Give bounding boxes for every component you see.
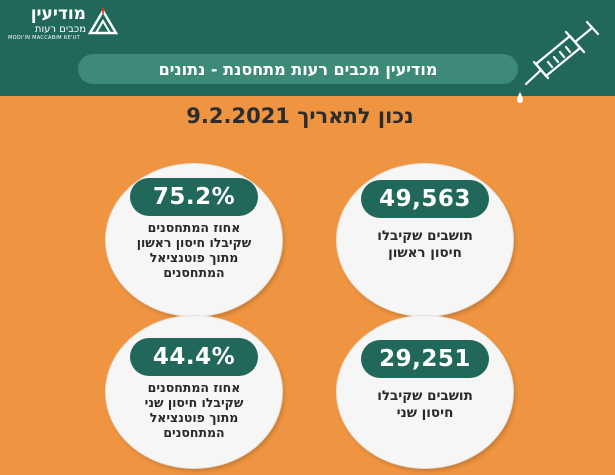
stat-description-line: חיסון שני [396,405,454,421]
title-bar: מודיעין מכבים רעות מתחסנת - נתונים [78,54,518,84]
stat-description-line: המתחסנים [163,425,225,440]
stat-value: 49,563 [361,180,489,218]
stat-description: אחוז המתחסנים שקיבלו חיסון ראשון מתוך פו… [112,220,276,280]
stat-first-dose-percent: 75.2% אחוז המתחסנים שקיבלו חיסון ראשון מ… [106,164,282,316]
stat-description: תושבים שקיבלו חיסון שני [343,388,507,422]
stat-description-line: מתוך פוטנציאל [149,250,239,265]
page-title: מודיעין מכבים רעות מתחסנת - נתונים [158,59,438,79]
stat-description-line: שקיבלו חיסון שני [144,395,244,410]
stat-description: תושבים שקיבלו חיסון ראשון [343,228,507,262]
stat-description-line: שקיבלו חיסון ראשון [136,235,252,250]
brand-english: MODI'IN MACCABIM RE'UT [8,35,80,41]
brand-logo: מודיעין מכבים רעות MODI'IN MACCABIM RE'U… [8,4,120,44]
city-emblem-icon [88,7,118,35]
stat-second-dose-count: 29,251 תושבים שקיבלו חיסון שני [337,316,513,468]
brand-subtitle: מכבים רעות [34,24,86,35]
stat-description-line: תושבים שקיבלו [377,388,473,404]
brand-text: מודיעין מכבים רעות [8,4,86,35]
header: מודיעין מכבים רעות MODI'IN MACCABIM RE'U… [0,0,615,96]
stat-description-line: המתחסנים [163,265,225,280]
stat-value: 75.2% [130,178,258,216]
brand-name: מודיעין [30,4,86,24]
stat-value: 29,251 [361,340,489,378]
stat-description-line: מתוך פוטנציאל [149,410,239,425]
stat-first-dose-count: 49,563 תושבים שקיבלו חיסון ראשון [337,164,513,316]
stat-value: 44.4% [130,338,258,376]
stat-description-line: חיסון ראשון [388,245,462,261]
syringe-icon [517,20,600,103]
stat-description-line: אחוז המתחסנים [147,220,241,235]
stat-description-line: תושבים שקיבלו [377,228,473,244]
stat-description-line: אחוז המתחסנים [147,380,241,395]
stat-second-dose-percent: 44.4% אחוז המתחסנים שקיבלו חיסון שני מתו… [106,316,282,468]
date-line: נכון לתאריך 9.2.2021 [186,104,414,128]
stat-description: אחוז המתחסנים שקיבלו חיסון שני מתוך פוטנ… [112,380,276,440]
